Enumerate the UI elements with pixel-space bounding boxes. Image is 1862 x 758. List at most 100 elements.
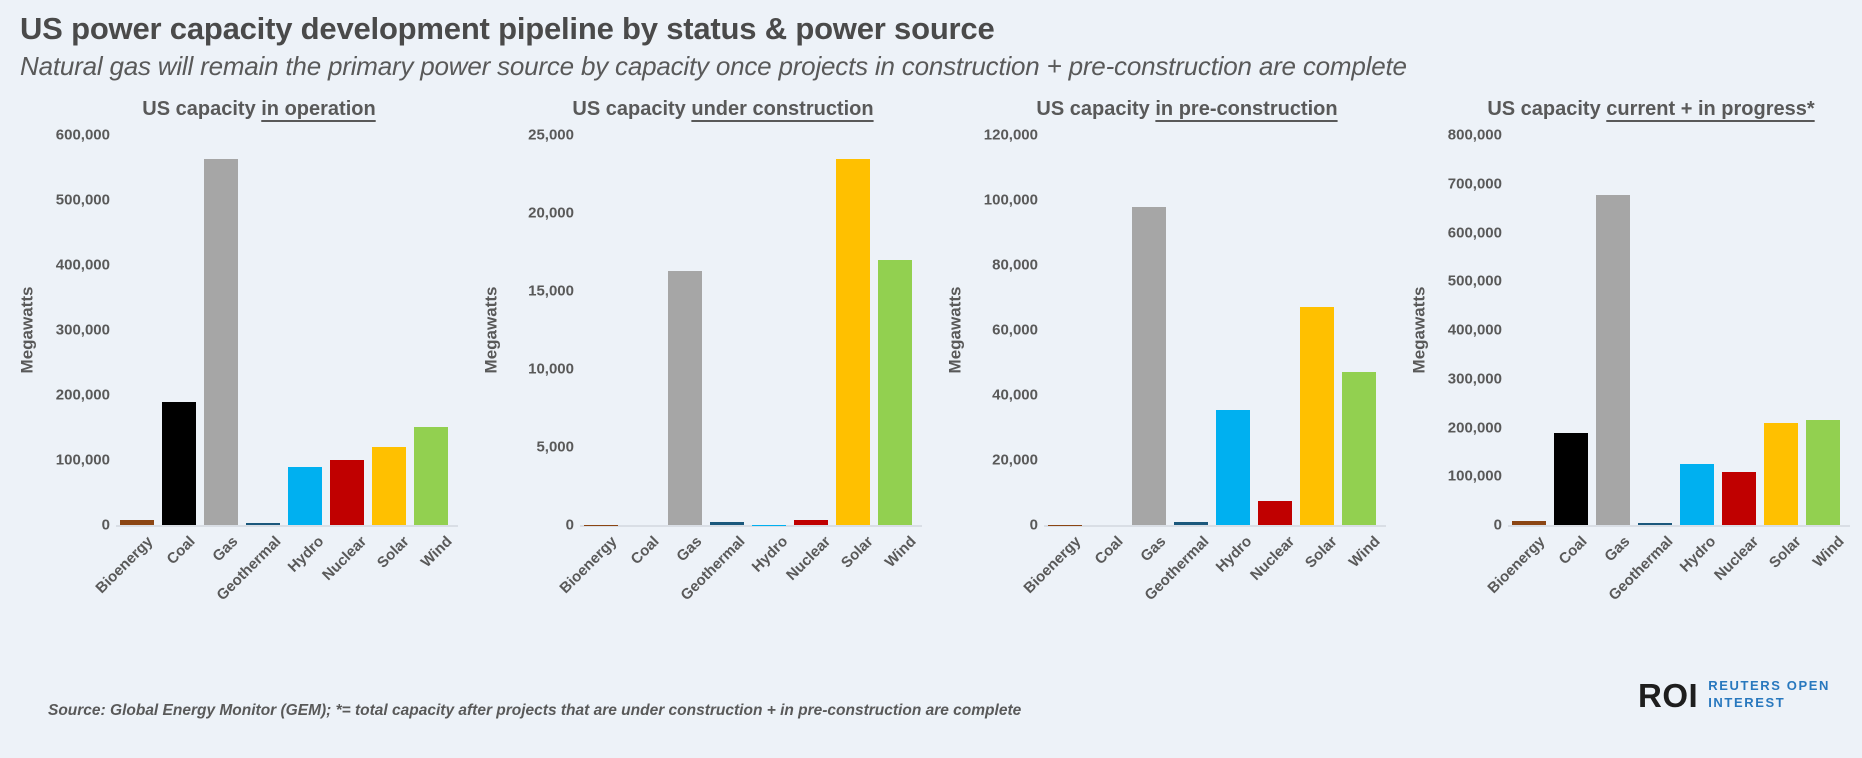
plot-column: Bioenergy Coal Gas Geothermal Hydro Nuclear So… xyxy=(1484,135,1850,627)
y-axis-title-text: Megawatts xyxy=(481,286,501,374)
y-tick-label: 100,000 xyxy=(55,451,110,469)
x-label-cell: Bioenergy xyxy=(92,527,158,627)
x-label-cell: Hydro xyxy=(748,527,793,627)
x-tick-label-bioenergy: Bioenergy xyxy=(556,533,621,598)
y-tick-label: 20,000 xyxy=(528,204,574,222)
y-axis-title-text: Megawatts xyxy=(17,286,37,374)
x-label-cell: Coal xyxy=(1551,527,1593,627)
y-tick-label: 600,000 xyxy=(1447,224,1502,242)
bar-gas xyxy=(1132,206,1166,526)
bar-gas xyxy=(204,159,238,526)
y-tick-label: 100,000 xyxy=(983,191,1038,209)
x-label-cell: Geothermal xyxy=(677,527,750,627)
x-tick-label-solar: Solar xyxy=(837,533,877,572)
chart-title-focus: in operation xyxy=(261,98,376,121)
bar-nuclear xyxy=(1722,472,1756,526)
x-label-cell: Wind xyxy=(1807,527,1849,627)
x-tick-label-coal: Coal xyxy=(1555,533,1591,569)
chart-body: Megawatts 0 20,000 40,000 60,000 80,000 100,00… xyxy=(942,127,1386,627)
bar-geothermal xyxy=(710,522,744,526)
y-axis-title-text: Megawatts xyxy=(1409,286,1429,374)
y-tick-label: 400,000 xyxy=(1447,321,1502,339)
x-axis-labels: Bioenergy Coal Gas Geothermal Hydro Nuclear So… xyxy=(556,527,922,627)
x-label-cell: Hydro xyxy=(1676,527,1721,627)
bar-wind xyxy=(1806,420,1840,526)
bar-bioenergy xyxy=(120,520,154,526)
x-tick-label-coal: Coal xyxy=(627,533,663,569)
chart-body: Megawatts 0 100,000 200,000 300,000 400,000 50… xyxy=(1406,127,1850,627)
y-axis-title-text: Megawatts xyxy=(945,286,965,374)
plot-area xyxy=(1044,135,1386,528)
x-label-cell: Bioenergy xyxy=(556,527,622,627)
x-label-cell: Nuclear xyxy=(319,527,372,627)
x-axis-labels: Bioenergy Coal Gas Geothermal Hydro Nuclear So… xyxy=(92,527,458,627)
x-tick-label-wind: Wind xyxy=(417,533,456,572)
y-tick-label: 300,000 xyxy=(1447,370,1502,388)
y-tick-label: 200,000 xyxy=(1447,419,1502,437)
y-axis-title: Megawatts xyxy=(1406,135,1432,525)
chart-title-focus: in pre-construction xyxy=(1155,98,1338,121)
y-axis-title: Megawatts xyxy=(942,135,968,525)
bar-wind xyxy=(414,427,448,526)
bar-hydro xyxy=(1216,409,1250,526)
y-tick-label: 60,000 xyxy=(992,321,1038,339)
x-tick-label-gas: Gas xyxy=(1601,533,1634,566)
chart-title: US capacity under construction xyxy=(524,98,922,121)
charts-row: US capacity in operation Megawatts 0 100,00… xyxy=(0,92,1862,627)
bar-nuclear xyxy=(1258,501,1292,526)
plot-area xyxy=(116,135,458,528)
bar-gas xyxy=(668,270,702,526)
x-label-cell: Nuclear xyxy=(1711,527,1764,627)
y-tick-label: 700,000 xyxy=(1447,175,1502,193)
y-tick-label: 500,000 xyxy=(1447,272,1502,290)
x-label-cell: Wind xyxy=(1343,527,1385,627)
x-label-cell: Hydro xyxy=(284,527,329,627)
plot-column: Bioenergy Coal Gas Geothermal Hydro Nuclear So… xyxy=(92,135,458,627)
plot-area xyxy=(580,135,922,528)
bar-bioenergy xyxy=(584,524,618,526)
x-label-cell: Coal xyxy=(1087,527,1129,627)
y-tick-label: 25,000 xyxy=(528,126,574,144)
plot-column: Bioenergy Coal Gas Geothermal Hydro Nuclear So… xyxy=(556,135,922,627)
chart-title-focus: current + in progress* xyxy=(1606,98,1815,121)
bar-hydro xyxy=(1680,464,1714,526)
roi-logo-wordmark: REUTERS OPEN INTEREST xyxy=(1708,678,1830,712)
y-tick-label: 400,000 xyxy=(55,256,110,274)
x-tick-label-wind: Wind xyxy=(1809,533,1848,572)
x-label-cell: Bioenergy xyxy=(1484,527,1550,627)
page-subtitle: Natural gas will remain the primary powe… xyxy=(20,51,1407,82)
bar-coal xyxy=(1554,432,1588,526)
chart-title-prefix: US capacity xyxy=(142,98,262,121)
x-label-cell: Coal xyxy=(623,527,665,627)
y-axis-ticks: 0 100,000 200,000 300,000 400,000 500,000 600,… xyxy=(40,127,116,534)
x-tick-label-wind: Wind xyxy=(1345,533,1384,572)
bar-bioenergy xyxy=(1048,524,1082,526)
x-label-cell: Wind xyxy=(879,527,921,627)
bar-nuclear xyxy=(794,519,828,526)
x-label-cell: Solar xyxy=(1301,527,1343,627)
y-tick-label: 5,000 xyxy=(536,438,574,456)
bar-hydro xyxy=(288,466,322,526)
chart-panel-2: US capacity under construction Megawatts 0… xyxy=(464,92,928,627)
x-tick-label-gas: Gas xyxy=(673,533,706,566)
x-label-cell: Nuclear xyxy=(783,527,836,627)
chart-body: Megawatts 0 5,000 10,000 15,000 20,000 25,000 B… xyxy=(478,127,922,627)
y-tick-label: 80,000 xyxy=(992,256,1038,274)
x-axis-labels: Bioenergy Coal Gas Geothermal Hydro Nuclear So… xyxy=(1020,527,1386,627)
y-tick-label: 200,000 xyxy=(55,386,110,404)
x-label-cell: Solar xyxy=(837,527,879,627)
x-tick-label-coal: Coal xyxy=(163,533,199,569)
chart-title: US capacity current + in progress* xyxy=(1452,98,1850,121)
x-tick-label-gas: Gas xyxy=(1137,533,1170,566)
source-note: Source: Global Energy Monitor (GEM); *= … xyxy=(48,702,1022,719)
bar-geothermal xyxy=(246,523,280,526)
x-label-cell: Geothermal xyxy=(1605,527,1678,627)
y-axis-ticks: 0 5,000 10,000 15,000 20,000 25,000 xyxy=(504,127,580,534)
y-tick-label: 0 xyxy=(1029,516,1038,534)
bar-coal xyxy=(162,401,196,526)
x-label-cell: Geothermal xyxy=(1141,527,1214,627)
x-tick-label-wind: Wind xyxy=(881,533,920,572)
y-tick-label: 20,000 xyxy=(992,451,1038,469)
chart-body: Megawatts 0 100,000 200,000 300,000 400,000 50… xyxy=(14,127,458,627)
y-tick-label: 15,000 xyxy=(528,282,574,300)
